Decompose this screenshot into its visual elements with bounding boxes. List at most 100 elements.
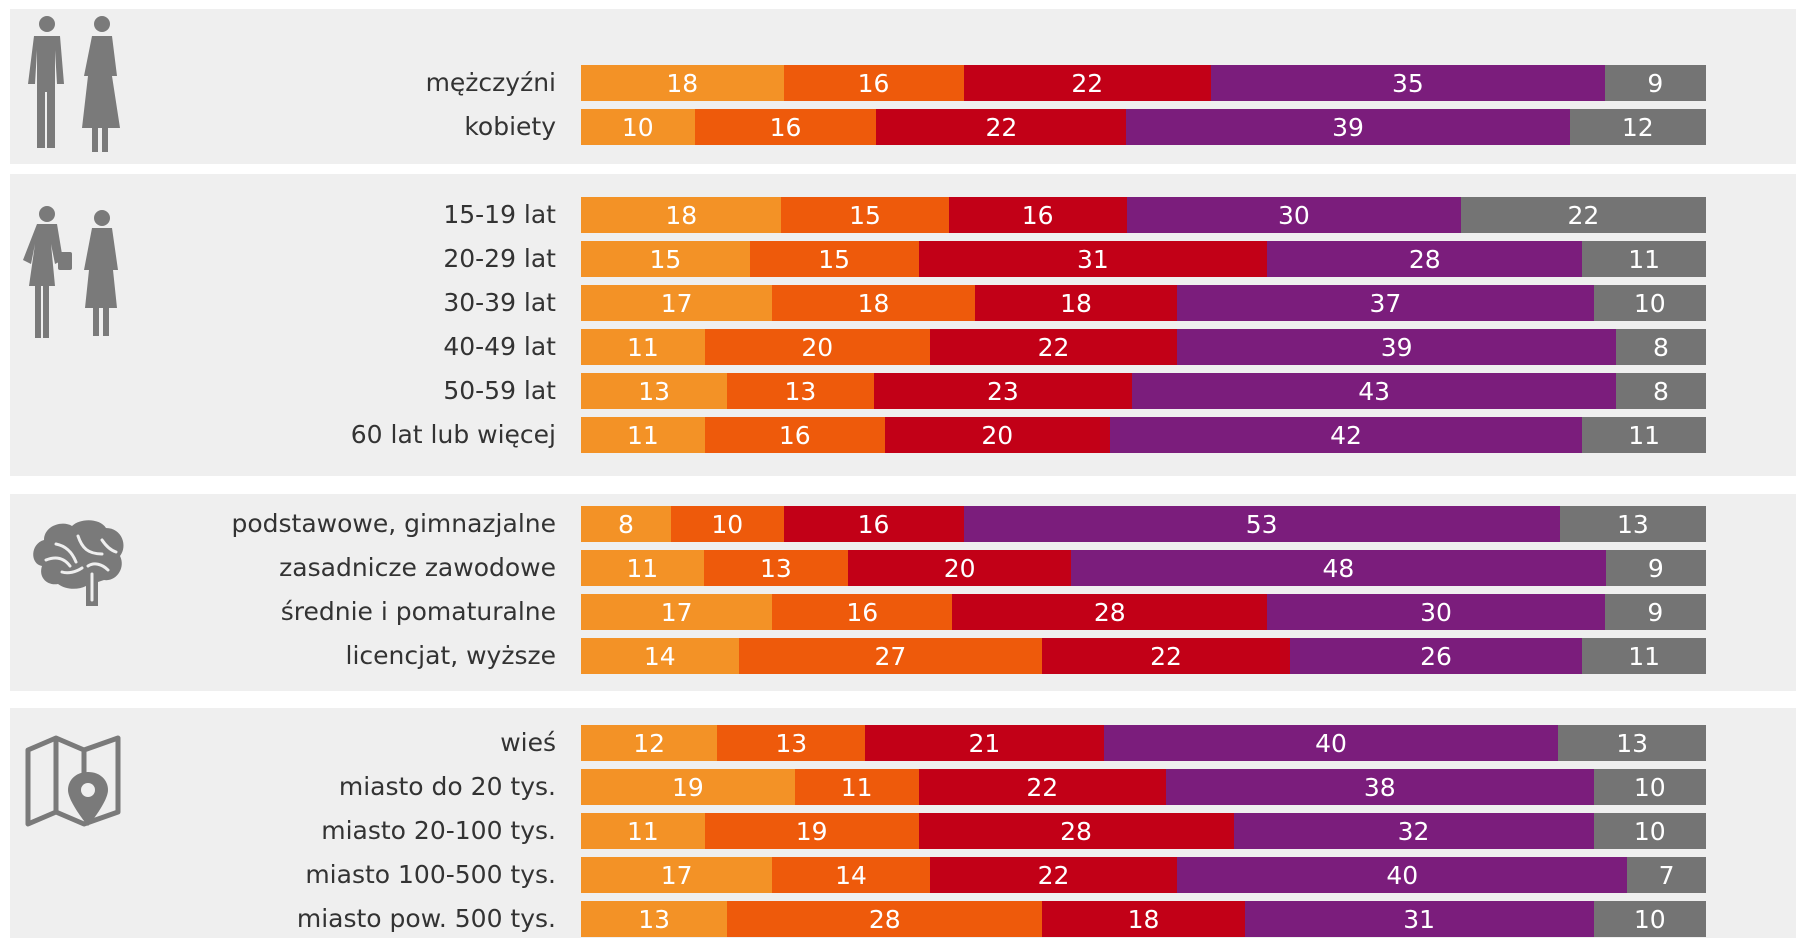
row-label: miasto do 20 tys. [338,772,556,801]
bar-segment: 15 [781,197,949,233]
bar-segment: 13 [1559,506,1706,542]
stacked-bar: 13 28 18 31 10 [581,901,1706,937]
bar-segment: 10 [671,506,784,542]
stacked-bar: 10 16 22 39 12 [581,109,1706,145]
bar-segment: 21 [865,725,1104,761]
bar-segment: 16 [694,109,877,145]
age-silhouette-icon [22,200,132,344]
bar-segment: 31 [1244,901,1594,937]
row-label: podstawowe, gimnazjalne [231,509,556,538]
bar-segment: 11 [1582,638,1706,674]
row-label: 15-19 lat [443,200,556,229]
row-label: kobiety [464,112,556,141]
stacked-bar: 17 16 28 30 9 [581,594,1706,630]
bar-segment: 37 [1177,285,1594,321]
bar-segment: 39 [1126,109,1570,145]
stacked-bar: 15 15 31 28 11 [581,241,1706,277]
row-label: miasto pow. 500 tys. [296,904,556,933]
bar-segment: 18 [772,285,975,321]
stacked-bar: 18 15 16 30 22 [581,197,1706,233]
stacked-bar: 8 10 16 53 13 [581,506,1706,542]
bar-segment: 13 [1558,725,1706,761]
row-label: 60 lat lub więcej [350,420,556,449]
bar-segment: 26 [1289,638,1583,674]
stacked-bar: 11 20 22 39 8 [581,329,1706,365]
bar-segment: 43 [1132,373,1616,409]
bar-segment: 9 [1604,65,1706,101]
bar-segment: 17 [581,857,773,893]
bar-segment: 18 [1042,901,1245,937]
bar-segment: 28 [727,901,1043,937]
bar-segment: 16 [783,506,964,542]
bar-segment: 14 [581,638,739,674]
bar-segment: 16 [772,594,953,630]
stacked-bar: 11 13 20 48 9 [581,550,1706,586]
bar-segment: 16 [704,417,885,453]
bar-segment: 22 [1042,638,1290,674]
bar-segment: 30 [1126,197,1461,233]
row-label: 20-29 lat [443,244,556,273]
row-label: mężczyźni [425,68,556,97]
bar-segment: 22 [929,857,1178,893]
bar-segment: 7 [1627,857,1706,893]
bar-segment: 28 [1267,241,1583,277]
bar-segment: 10 [1593,769,1706,805]
row-label: miasto 20-100 tys. [321,816,556,845]
row-label: średnie i pomaturalne [280,597,556,626]
bar-segment: 13 [703,550,849,586]
bar-segment: 12 [581,725,718,761]
bar-segment: 22 [963,65,1211,101]
stacked-bar: 13 13 23 43 8 [581,373,1706,409]
bar-segment: 14 [772,857,930,893]
bar-segment: 27 [738,638,1043,674]
bar-segment: 28 [952,594,1268,630]
bar-segment: 23 [873,373,1133,409]
row-label: zasadnicze zawodowe [279,553,556,582]
bar-segment: 30 [1267,594,1605,630]
bar-segment: 11 [581,813,705,849]
bar-segment: 40 [1177,857,1628,893]
bar-segment: 11 [794,769,919,805]
bar-segment: 22 [918,769,1166,805]
stacked-bar: 14 27 22 26 11 [581,638,1706,674]
stacked-bar: 11 16 20 42 11 [581,417,1706,453]
stacked-bar: 18 16 22 35 9 [581,65,1706,101]
stacked-bar: 11 19 28 32 10 [581,813,1706,849]
bar-segment: 39 [1177,329,1616,365]
bar-segment: 15 [749,241,919,277]
bar-segment: 53 [963,506,1560,542]
bar-segment: 22 [929,329,1178,365]
bar-segment: 18 [581,197,782,233]
bar-segment: 38 [1166,769,1594,805]
bar-segment: 20 [884,417,1110,453]
bar-segment: 48 [1071,550,1606,586]
row-label: 40-49 lat [443,332,556,361]
stacked-bar: 17 14 22 40 7 [581,857,1706,893]
bar-segment: 11 [581,417,705,453]
bar-segment: 13 [717,725,866,761]
bar-segment: 20 [848,550,1072,586]
row-label: wieś [500,728,556,757]
bar-segment: 17 [581,594,773,630]
bar-segment: 17 [581,285,773,321]
bar-segment: 9 [1605,550,1706,586]
stacked-bar: 19 11 22 38 10 [581,769,1706,805]
stacked-bar: 17 18 18 37 10 [581,285,1706,321]
bar-segment: 18 [581,65,784,101]
bar-segment: 13 [581,901,728,937]
row-label: licencjat, wyższe [345,641,556,670]
bar-segment: 35 [1211,65,1605,101]
bar-segment: 22 [1460,197,1706,233]
bar-segment: 28 [918,813,1234,849]
bar-segment: 32 [1233,813,1594,849]
bar-segment: 12 [1569,109,1706,145]
bar-segment: 10 [1593,901,1706,937]
bar-segment: 11 [1582,417,1706,453]
bar-segment: 9 [1604,594,1706,630]
bar-segment: 10 [1593,813,1706,849]
bar-segment: 13 [727,373,874,409]
bar-segment: 15 [581,241,750,277]
bar-segment: 16 [948,197,1127,233]
bar-segment: 19 [581,769,795,805]
row-label: 30-39 lat [443,288,556,317]
